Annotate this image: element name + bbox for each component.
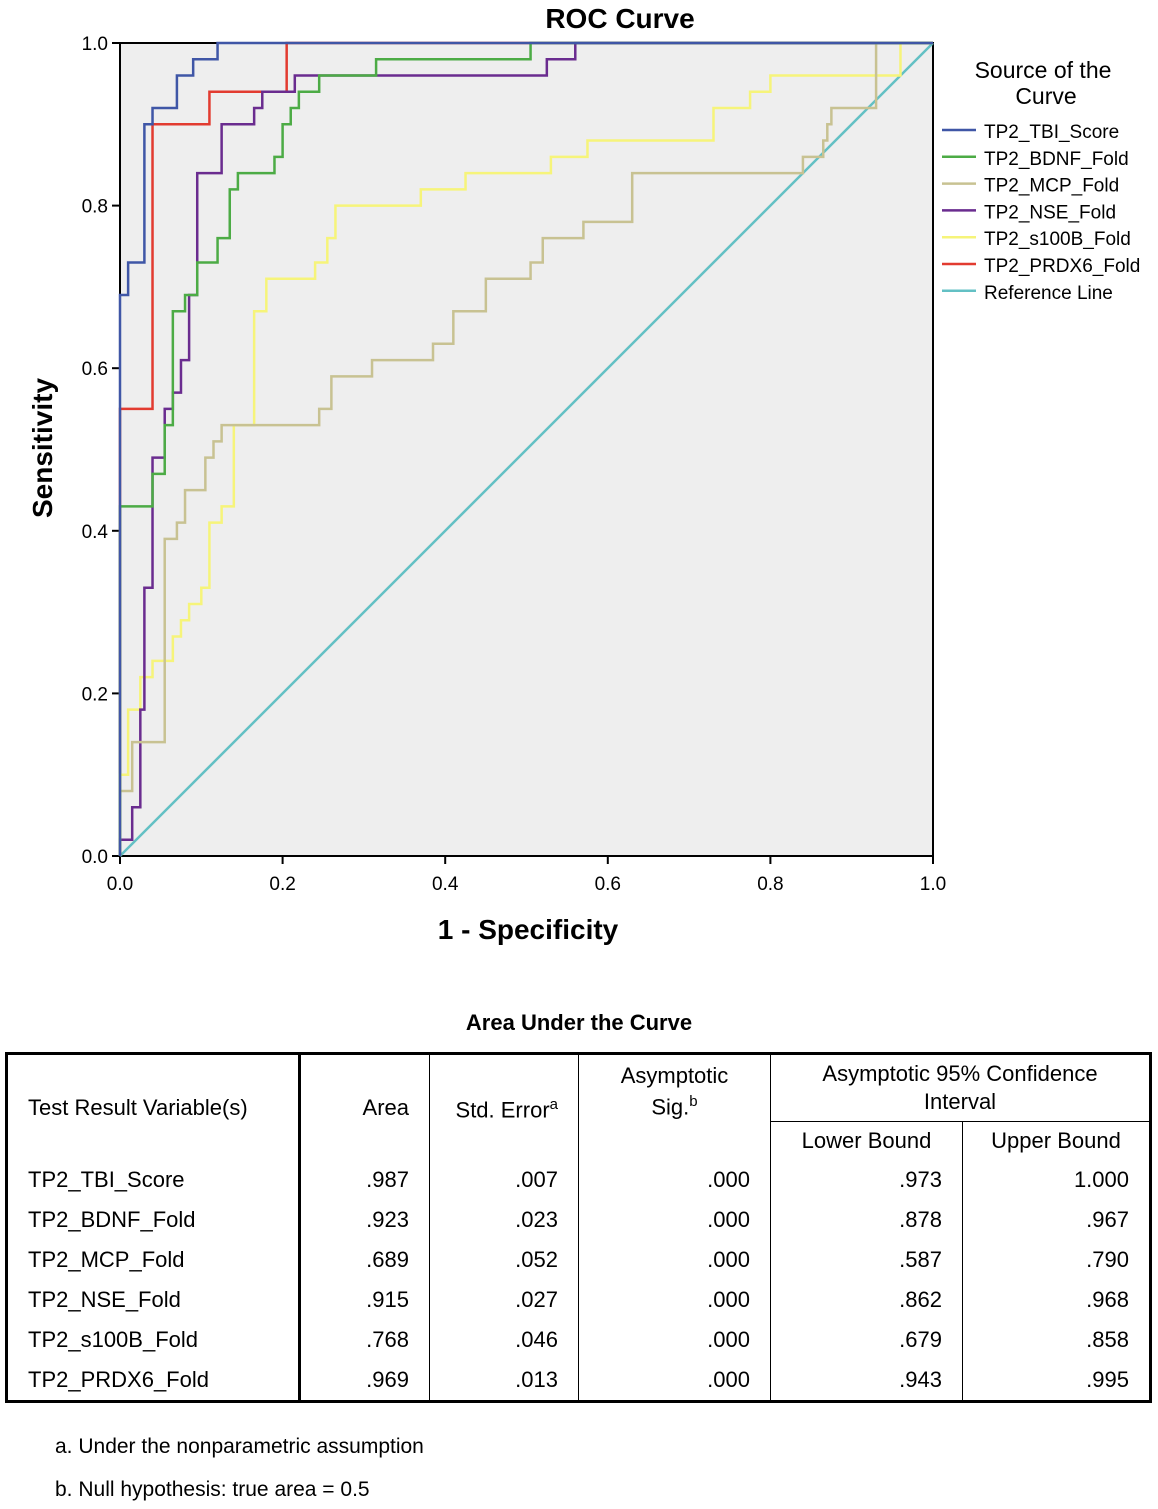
y-tick-label: 0.2 bbox=[82, 684, 108, 705]
x-tick-label: 0.6 bbox=[595, 874, 621, 895]
table-row: TP2_TBI_Score .987.007.000.973 1.000 bbox=[6, 1160, 1151, 1200]
legend-label: TP2_s100B_Fold bbox=[984, 229, 1131, 250]
cell-area: .923 bbox=[299, 1200, 430, 1240]
series-line-tp2-mcp-fold bbox=[118, 41, 933, 856]
cell-lower: .587 bbox=[770, 1240, 963, 1280]
cell-std-error: .027 bbox=[429, 1280, 579, 1320]
series-line-tp2-tbi-score bbox=[118, 41, 933, 856]
cell-std-error: .046 bbox=[429, 1320, 579, 1360]
auc-table-title: Area Under the Curve bbox=[465, 1010, 693, 1035]
header-variable: Test Result Variable(s) bbox=[6, 1053, 301, 1160]
legend-label: TP2_MCP_Fold bbox=[984, 176, 1119, 197]
header-lower-bound: Lower Bound bbox=[770, 1121, 963, 1160]
series-line-tp2-bdnf-fold bbox=[118, 41, 933, 856]
axis-ticks: 0.0 0.0 0.2 0.2 0.4 0.4 0.6 0.6 0.8 0.8 1.0 1.0 bbox=[82, 34, 947, 895]
cell-area: .689 bbox=[299, 1240, 430, 1280]
table-row: TP2_s100B_Fold .768.046.000.679 .858 bbox=[6, 1320, 1151, 1360]
cell-area: .969 bbox=[299, 1360, 430, 1402]
table-row: TP2_BDNF_Fold .923.023.000.878 .967 bbox=[6, 1200, 1151, 1240]
legend-label: TP2_BDNF_Fold bbox=[984, 149, 1129, 170]
y-tick-label: 0.0 bbox=[82, 847, 108, 868]
cell-variable: TP2_TBI_Score bbox=[6, 1160, 301, 1200]
x-tick-label: 1.0 bbox=[920, 874, 946, 895]
cell-variable: TP2_MCP_Fold bbox=[6, 1240, 301, 1280]
y-tick-label: 0.4 bbox=[82, 522, 109, 543]
x-tick-label: 0.8 bbox=[757, 874, 783, 895]
cell-lower: .973 bbox=[770, 1160, 963, 1200]
table-row: TP2_PRDX6_Fold .969.013.000.943 .995 bbox=[6, 1360, 1151, 1402]
y-tick-label: 0.8 bbox=[82, 197, 108, 218]
header-upper-bound: Upper Bound bbox=[991, 1128, 1121, 1153]
cell-area: .987 bbox=[299, 1160, 430, 1200]
header-ci: Asymptotic 95% Confidence Interval bbox=[770, 1053, 1151, 1122]
table-row: TP2_NSE_Fold .915.027.000.862 .968 bbox=[6, 1280, 1151, 1320]
cell-upper: .995 bbox=[1086, 1367, 1129, 1392]
header-sig: Asymptotic Sig.b bbox=[578, 1053, 771, 1160]
legend: Source of the Curve TP2_TBI_Score TP2_BDN… bbox=[942, 57, 1140, 304]
cell-area: .768 bbox=[299, 1320, 430, 1360]
cell-lower: .862 bbox=[770, 1280, 963, 1320]
series-line-tp2-s100b-fold bbox=[118, 41, 933, 856]
header-std-error: Std. Errora bbox=[429, 1053, 579, 1160]
series-group bbox=[118, 41, 934, 857]
cell-upper: .858 bbox=[1086, 1327, 1129, 1352]
cell-upper: .967 bbox=[1086, 1207, 1129, 1232]
legend-label: TP2_NSE_Fold bbox=[984, 202, 1116, 223]
y-tick-label: 0.6 bbox=[82, 359, 108, 380]
cell-std-error: .013 bbox=[429, 1360, 579, 1402]
cell-area: .915 bbox=[299, 1280, 430, 1320]
legend-label: Reference Line bbox=[984, 283, 1113, 304]
chart-title: ROC Curve bbox=[545, 3, 694, 34]
cell-sig: .000 bbox=[578, 1200, 771, 1240]
cell-sig: .000 bbox=[578, 1320, 771, 1360]
cell-lower: .679 bbox=[770, 1320, 963, 1360]
cell-variable: TP2_PRDX6_Fold bbox=[6, 1360, 301, 1402]
cell-std-error: .007 bbox=[429, 1160, 579, 1200]
cell-sig: .000 bbox=[578, 1360, 771, 1402]
footnote-a: a. Under the nonparametric assumption bbox=[55, 1435, 424, 1458]
auc-table-body: TP2_TBI_Score .987.007.000.973 1.000 TP2_BD… bbox=[6, 1160, 1151, 1402]
x-tick-label: 0.4 bbox=[432, 874, 459, 895]
cell-std-error: .023 bbox=[429, 1200, 579, 1240]
roc-chart: ROC Curve 0.0 0.0 0.2 0.2 0.4 0.4 0.6 0.6 0.8 0.8… bbox=[27, 3, 1140, 945]
legend-label: TP2_TBI_Score bbox=[984, 122, 1119, 143]
legend-title-line1: Source of the bbox=[975, 57, 1112, 83]
cell-variable: TP2_s100B_Fold bbox=[6, 1320, 301, 1360]
cell-sig: .000 bbox=[578, 1240, 771, 1280]
cell-variable: TP2_BDNF_Fold bbox=[6, 1200, 301, 1240]
cell-std-error: .052 bbox=[429, 1240, 579, 1280]
header-area: Area bbox=[299, 1053, 430, 1160]
legend-label: TP2_PRDX6_Fold bbox=[984, 256, 1140, 277]
series-line-reference-line bbox=[119, 42, 934, 857]
cell-lower: .943 bbox=[770, 1360, 963, 1402]
cell-upper: .790 bbox=[1086, 1247, 1129, 1272]
x-tick-label: 0.2 bbox=[269, 874, 295, 895]
auc-table: Test Result Variable(s) Area Std. Errora… bbox=[5, 1052, 1152, 1403]
cell-lower: .878 bbox=[770, 1200, 963, 1240]
y-tick-label: 1.0 bbox=[82, 34, 108, 55]
footnote-b: b. Null hypothesis: true area = 0.5 bbox=[55, 1478, 370, 1501]
x-tick-label: 0.0 bbox=[107, 874, 133, 895]
x-axis-label: 1 - Specificity bbox=[438, 914, 619, 945]
cell-upper: 1.000 bbox=[1073, 1167, 1129, 1192]
legend-title-line2: Curve bbox=[1015, 83, 1076, 109]
cell-sig: .000 bbox=[578, 1280, 771, 1320]
cell-variable: TP2_NSE_Fold bbox=[6, 1280, 301, 1320]
y-axis-label: Sensitivity bbox=[27, 378, 58, 518]
cell-upper: .968 bbox=[1086, 1287, 1129, 1312]
cell-sig: .000 bbox=[578, 1160, 771, 1200]
series-line-tp2-prdx6-fold bbox=[118, 41, 933, 856]
table-row: TP2_MCP_Fold .689.052.000.587 .790 bbox=[6, 1240, 1151, 1280]
series-line-tp2-nse-fold bbox=[118, 41, 933, 856]
